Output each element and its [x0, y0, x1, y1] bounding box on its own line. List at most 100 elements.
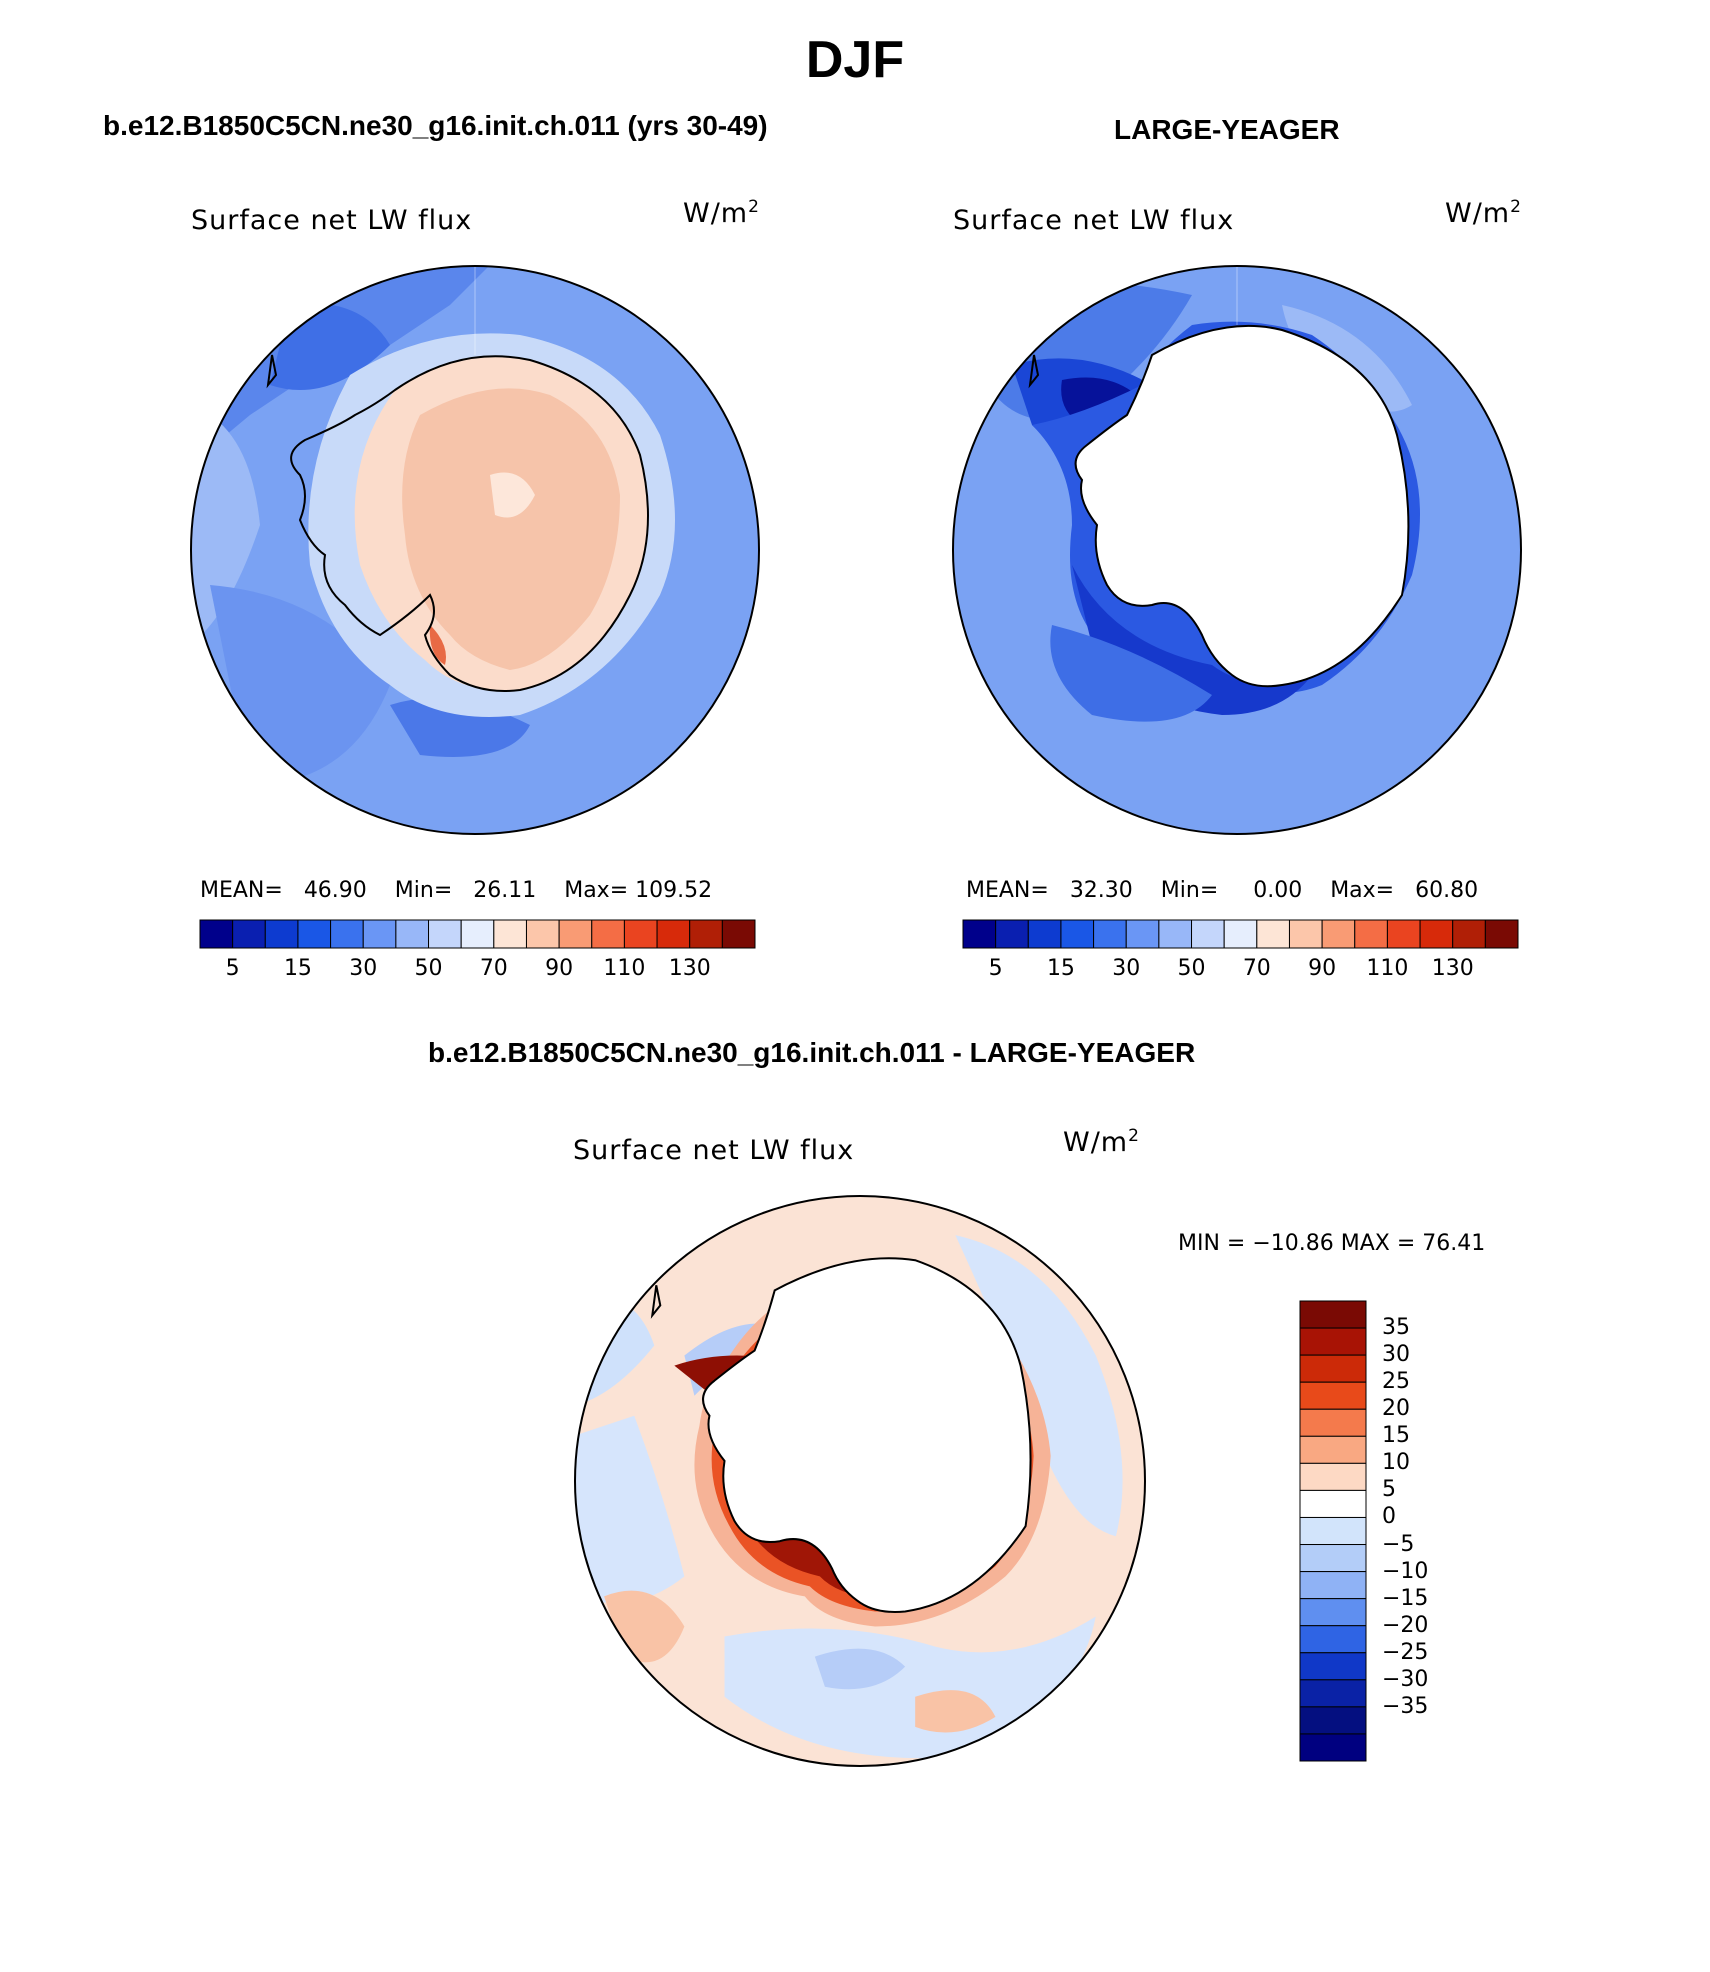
colorbar-swatch — [1299, 1300, 1367, 1329]
colorbar-swatch — [1093, 919, 1127, 949]
colorbar-swatch — [1256, 919, 1290, 949]
colorbar-swatch — [1419, 919, 1454, 949]
colorbar-tick-label: 50 — [414, 956, 443, 981]
colorbar-swatch — [395, 919, 430, 949]
figure-title: DJF — [805, 31, 905, 89]
colorbar-tick-label: 15 — [283, 956, 312, 981]
colorbar-tick-label: 110 — [603, 956, 646, 981]
colorbar-swatch — [1060, 919, 1095, 949]
colorbar-tick-label: −20 — [1382, 1612, 1429, 1638]
colorbar-swatch — [962, 919, 997, 949]
colorbar-tick-label: 90 — [545, 956, 574, 981]
panel-1-variable-label: Surface net LW flux — [191, 205, 473, 236]
diff-polar-map — [574, 1195, 1146, 1767]
colorbar-tick-label: 90 — [1308, 956, 1337, 981]
colorbar-swatch — [428, 919, 462, 949]
colorbar-swatch — [1299, 1381, 1367, 1410]
colorbar-swatch — [1299, 1598, 1367, 1627]
colorbar-tick-label: 70 — [1242, 956, 1271, 981]
panel-1-polar-map — [190, 265, 760, 835]
colorbar-swatch — [1288, 919, 1323, 949]
colorbar-tick-label: 30 — [1382, 1342, 1410, 1368]
colorbar-tick-label: −5 — [1382, 1531, 1415, 1557]
colorbar-swatch — [297, 919, 332, 949]
panel-1-stats: MEAN= 46.90 Min= 26.11 Max= 109.52 — [200, 878, 713, 903]
colorbar-swatch — [1299, 1354, 1367, 1383]
colorbar-swatch — [558, 919, 593, 949]
colorbar-tick-label: 0 — [1382, 1504, 1396, 1530]
colorbar-tick-label: 110 — [1366, 956, 1409, 981]
colorbar-swatch — [1386, 919, 1421, 949]
colorbar-swatch — [1299, 1571, 1367, 1600]
colorbar-swatch — [1299, 1652, 1367, 1681]
colorbar-tick-label: −30 — [1382, 1666, 1429, 1692]
colorbar-swatch — [1027, 919, 1062, 949]
colorbar-swatch — [721, 919, 756, 949]
colorbar-swatch — [1299, 1327, 1367, 1356]
colorbar-tick-label: 30 — [349, 956, 378, 981]
colorbar-swatch — [493, 919, 527, 949]
colorbar-swatch — [1299, 1625, 1367, 1654]
colorbar-tick-label: −10 — [1382, 1558, 1429, 1584]
panel-2-case-title: LARGE-YEAGER — [1114, 114, 1340, 145]
colorbar-tick-label: 130 — [668, 956, 711, 981]
colorbar-swatch — [1299, 1679, 1367, 1708]
panel-1-colorbar-ticks: 5 15 30 50 70 90 110 130 — [200, 956, 755, 986]
colorbar-swatch — [1299, 1706, 1367, 1735]
panel-2-stats: MEAN= 32.30 Min= 0.00 Max= 60.80 — [966, 878, 1479, 903]
panel-2-units: W/m2 — [1445, 197, 1522, 229]
colorbar-tick-label: −35 — [1382, 1693, 1429, 1719]
colorbar-swatch — [1191, 919, 1225, 949]
colorbar-swatch — [1452, 919, 1486, 949]
colorbar-swatch — [1299, 1435, 1367, 1464]
colorbar-tick-label: 5 — [225, 956, 240, 981]
panel-1-case-title: b.e12.B1850C5CN.ne30_g16.init.ch.011 (yr… — [103, 110, 768, 141]
colorbar-swatch — [1125, 919, 1160, 949]
colorbar-tick-label: 50 — [1177, 956, 1206, 981]
colorbar-tick-label: 15 — [1382, 1423, 1410, 1449]
colorbar-swatch — [591, 919, 625, 949]
colorbar-swatch — [525, 919, 560, 949]
colorbar-swatch — [1299, 1408, 1367, 1437]
colorbar-swatch — [1354, 919, 1388, 949]
panel-1-units: W/m2 — [683, 197, 760, 229]
colorbar-tick-label: −25 — [1382, 1639, 1429, 1665]
colorbar-swatch — [460, 919, 495, 949]
colorbar-swatch — [264, 919, 299, 949]
colorbar-tick-label: 20 — [1382, 1396, 1410, 1422]
colorbar-tick-label: 5 — [1382, 1477, 1396, 1503]
colorbar-swatch — [1299, 1489, 1367, 1518]
colorbar-swatch — [1158, 919, 1193, 949]
colorbar-tick-label: 10 — [1382, 1450, 1410, 1476]
diff-colorbar-ticks: 35 30 25 20 15 10 5 0 −5 −10 −15 −20 −25 −30 −35 — [1370, 1301, 1450, 1761]
colorbar-tick-label: 130 — [1431, 956, 1474, 981]
colorbar-swatch — [232, 919, 266, 949]
colorbar-tick-label: 15 — [1046, 956, 1075, 981]
colorbar-tick-label: −15 — [1382, 1585, 1429, 1611]
colorbar-swatch — [1223, 919, 1258, 949]
panel-2-polar-map — [952, 265, 1522, 835]
colorbar-swatch — [362, 919, 397, 949]
colorbar-swatch — [1299, 1733, 1367, 1762]
colorbar-swatch — [1321, 919, 1356, 949]
colorbar-swatch — [199, 919, 234, 949]
diff-units: W/m2 — [1063, 1126, 1140, 1158]
colorbar-swatch — [656, 919, 691, 949]
diff-variable-label: Surface net LW flux — [573, 1135, 855, 1166]
colorbar-tick-label: 25 — [1382, 1369, 1410, 1395]
panel-1-colorbar — [199, 919, 756, 949]
colorbar-swatch — [1299, 1462, 1367, 1491]
panel-2-colorbar — [962, 919, 1519, 949]
colorbar-tick-label: 5 — [988, 956, 1003, 981]
colorbar-swatch — [1299, 1544, 1367, 1573]
panel-2-colorbar-ticks: 5 15 30 50 70 90 110 130 — [963, 956, 1518, 986]
colorbar-tick-label: 70 — [479, 956, 508, 981]
diff-panel-title: b.e12.B1850C5CN.ne30_g16.init.ch.011 - L… — [428, 1037, 1196, 1068]
colorbar-swatch — [623, 919, 658, 949]
colorbar-swatch — [330, 919, 364, 949]
colorbar-swatch — [995, 919, 1029, 949]
colorbar-tick-label: 35 — [1382, 1315, 1410, 1341]
diff-colorbar — [1299, 1300, 1367, 1762]
colorbar-swatch — [1484, 919, 1519, 949]
diff-minmax: MIN = −10.86 MAX = 76.41 — [1178, 1231, 1486, 1256]
